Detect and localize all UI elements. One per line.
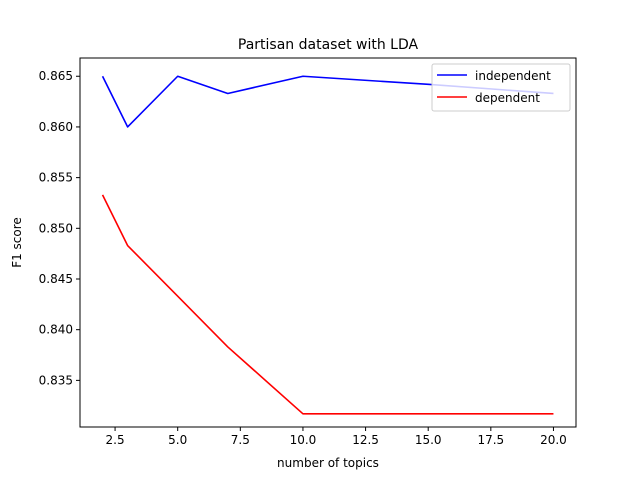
y-axis-ticks: 0.835 0.840 0.845 0.850 0.855 0.860 0.865 [39,69,80,387]
series-line-independent [101,75,554,128]
x-tick-label: 17.5 [477,433,504,447]
y-axis-label: F1 score [10,217,24,268]
series-layer [101,75,554,415]
series-line-dependent [101,194,554,415]
x-tick-label: 5.0 [168,433,187,447]
x-tick-label: 15.0 [415,433,442,447]
x-tick-label: 7.5 [231,433,250,447]
y-tick-label: 0.845 [39,272,73,286]
legend-label-dependent: dependent [475,91,540,105]
plot-frame [79,57,577,428]
y-tick-label: 0.835 [39,373,73,387]
x-axis-ticks: 2.5 5.0 7.5 10.0 12.5 15.0 17.5 20.0 [106,427,567,447]
plot-area [80,58,576,427]
x-axis-label: number of topics [277,456,379,470]
legend: independent dependent [431,63,571,112]
y-tick-label: 0.865 [39,69,73,83]
legend-label-independent: independent [475,69,551,83]
y-tick-label: 0.840 [39,323,73,337]
x-tick-label: 2.5 [106,433,125,447]
y-tick-label: 0.860 [39,120,73,134]
chart-title: Partisan dataset with LDA [238,37,419,53]
x-tick-label: 12.5 [352,433,379,447]
y-tick-label: 0.855 [39,171,73,185]
x-tick-label: 10.0 [290,433,317,447]
y-tick-label: 0.850 [39,221,73,235]
x-tick-label: 20.0 [540,433,567,447]
